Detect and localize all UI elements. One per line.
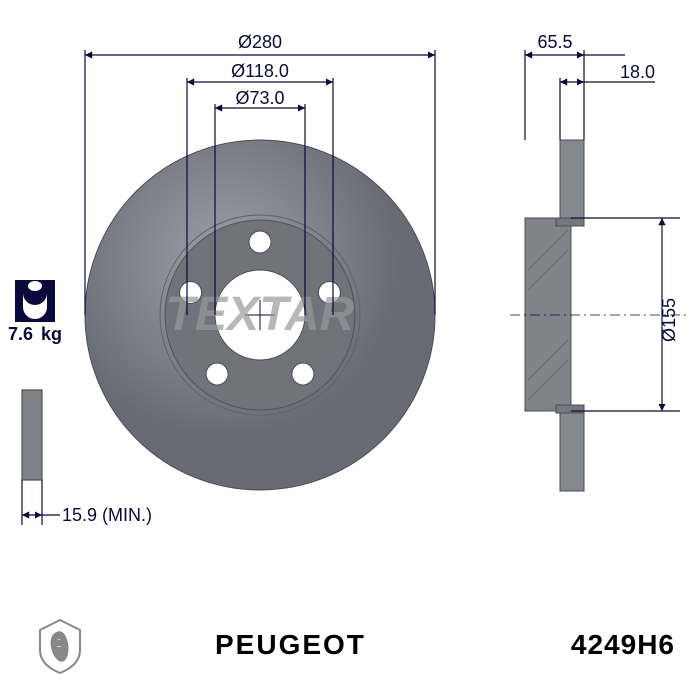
brand-label: PEUGEOT — [215, 629, 366, 661]
part-number: 4249H6 — [571, 629, 675, 661]
dim-hub-dia: Ø155 — [659, 298, 679, 342]
min-thickness-indicator — [22, 390, 60, 525]
svg-text:7.6 kg: 7.6 kg — [8, 324, 62, 344]
weight-indicator: 7.6 kg — [8, 280, 62, 344]
dim-outer-dia: Ø280 — [238, 32, 282, 52]
peugeot-logo — [25, 615, 95, 675]
dim-center-bore: Ø73.0 — [235, 88, 284, 108]
dim-height: 65.5 — [537, 32, 572, 52]
dim-bolt-circle: Ø118.0 — [231, 61, 289, 81]
dim-min-thickness: 15.9 (MIN.) — [62, 505, 152, 525]
watermark-text: TEXTAR — [166, 288, 355, 341]
technical-drawing: TEXTAR Ø280 Ø118.0 Ø73.0 — [0, 0, 700, 590]
front-view: TEXTAR — [85, 140, 435, 490]
product-footer: PEUGEOT 4249H6 — [0, 590, 700, 700]
weight-value: 7.6 — [8, 324, 33, 344]
dim-thickness: 18.0 — [620, 62, 655, 82]
weight-unit: kg — [41, 324, 62, 344]
